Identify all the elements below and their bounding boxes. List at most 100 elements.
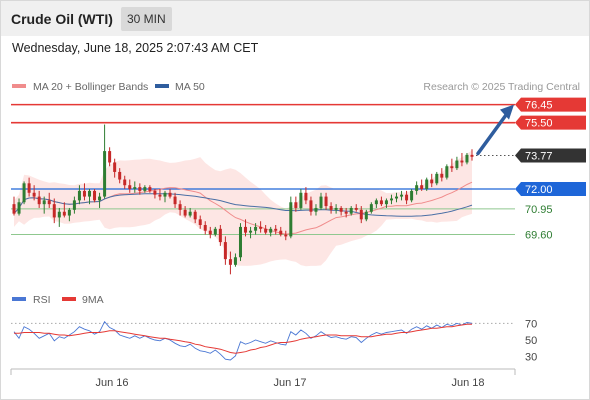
candle-body (334, 207, 338, 210)
candle (52, 198, 56, 224)
candle (203, 221, 207, 235)
candle-body (319, 196, 323, 208)
candle-body (32, 192, 36, 197)
candle (329, 202, 333, 214)
candle (319, 192, 323, 210)
candle-body (244, 226, 248, 233)
candle-body (27, 183, 31, 193)
candle-body (395, 196, 399, 199)
candle (198, 215, 202, 229)
candle-body (384, 200, 388, 205)
candles (12, 124, 474, 275)
candle-body (133, 187, 137, 189)
candle-body (153, 190, 157, 195)
candle (264, 225, 268, 235)
candle (400, 190, 404, 201)
bollinger-bands (14, 150, 472, 267)
candle (218, 225, 222, 246)
candle (67, 207, 71, 222)
trend-arrow-head (500, 104, 514, 120)
candle-body (178, 204, 182, 210)
candle-body (279, 230, 283, 235)
candle-body (118, 171, 122, 180)
candle-body (123, 179, 127, 186)
candle (395, 192, 399, 203)
rsi-tick-label: 30 (525, 352, 537, 364)
level-label-69.60: 69.60 (525, 230, 553, 242)
header-bar: Crude Oil (WTI) 30 MIN (0, 0, 590, 36)
candle (77, 185, 81, 205)
candle (450, 158, 454, 172)
ma50-legend-swatch (155, 84, 169, 88)
candle-body (344, 211, 348, 214)
candle (98, 192, 102, 208)
candle (445, 164, 449, 180)
candle-body (440, 173, 444, 178)
candle-body (12, 204, 16, 214)
candle-body (37, 196, 41, 205)
candle-body (379, 200, 383, 205)
candle-body (87, 190, 91, 197)
candle-body (324, 196, 328, 207)
candle (369, 202, 373, 214)
candle-body (98, 196, 102, 201)
candle-body (430, 179, 434, 184)
candle (455, 156, 459, 171)
candle (37, 190, 41, 208)
candle (415, 181, 419, 195)
candle-body (213, 228, 217, 235)
candle-body (238, 226, 242, 258)
candle (173, 192, 177, 208)
candle-body (138, 187, 142, 191)
candle (178, 200, 182, 216)
candle-body (339, 207, 343, 212)
candle-body (435, 173, 439, 184)
candle-body (304, 192, 308, 201)
candle (420, 179, 424, 191)
candle (62, 202, 66, 218)
rsi-panel: 70 50 30 (11, 318, 537, 364)
candle-body (249, 230, 253, 233)
candle (123, 175, 127, 189)
candle (12, 196, 16, 216)
candle-body (233, 257, 237, 265)
candle-body (289, 202, 293, 237)
x-tick-label: Jun 18 (451, 377, 484, 389)
candle (27, 177, 31, 197)
candle-body (113, 162, 117, 172)
candle (82, 183, 86, 201)
candle (183, 206, 187, 218)
candle-body (77, 190, 81, 201)
level-label-75.50: 75.50 (525, 118, 553, 130)
candle (138, 183, 142, 195)
candle-body (82, 190, 86, 197)
candle-body (163, 192, 167, 197)
candle (87, 189, 91, 205)
x-tick-label: Jun 16 (95, 377, 128, 389)
candle (47, 192, 51, 208)
candle-body (400, 194, 404, 197)
interval-button[interactable]: 30 MIN (121, 7, 172, 31)
level-tag-76.45 (515, 97, 586, 112)
candle-body (314, 207, 318, 212)
ma50-legend-label: MA 50 (175, 81, 205, 93)
candle (430, 173, 434, 188)
candle-body (193, 211, 197, 220)
candle (379, 196, 383, 207)
candle (344, 207, 348, 218)
candle-body (420, 185, 424, 189)
candle (254, 223, 258, 235)
candle (93, 189, 97, 203)
candle (108, 147, 112, 167)
candle-body (143, 187, 147, 191)
rsi-tick-label: 70 (525, 318, 537, 330)
candle (57, 207, 61, 227)
candle-body (168, 192, 172, 197)
instrument-title: Crude Oil (WTI) (11, 11, 113, 27)
candle-body (47, 200, 51, 205)
candle-body (329, 206, 333, 210)
candle-body (254, 226, 258, 231)
candle (435, 171, 439, 186)
candle-body (284, 234, 288, 237)
